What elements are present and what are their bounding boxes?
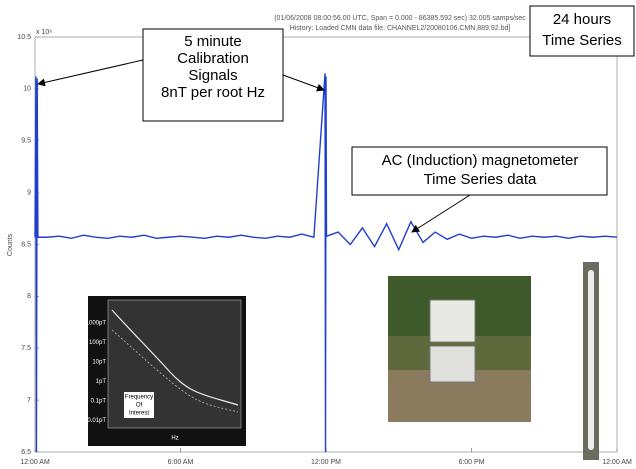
annotation-text: Time Series data: [424, 171, 537, 188]
inset-y-label: 10pT: [92, 360, 106, 366]
inset-note: Frequency: [125, 395, 153, 401]
sensor-photo: [583, 262, 599, 460]
annotation-text: 24 hours: [553, 11, 611, 28]
x-tick-label: 6:00 AM: [168, 459, 194, 466]
inset-y-label: 0.1pT: [91, 399, 107, 405]
annotation-box: [142, 28, 284, 122]
annotation-text: 8nT per root Hz: [161, 84, 265, 101]
arrow: [282, 74, 325, 92]
inset-x-label: Hz: [171, 436, 178, 442]
y-tick-label: 8: [27, 293, 31, 300]
inset-chart: 1000pT 100pT 10pT 1pT 0.1pT 0.01pT Frequency Of…: [86, 296, 246, 446]
y-exponent: x 10⁶: [36, 29, 52, 36]
x-tick-label: 12:00 PM: [311, 459, 341, 466]
annotation-text: AC (Induction) magnetometer: [382, 152, 579, 169]
header-line: (01/06/2008 08:00:56.00 UTC, Span = 0.00…: [274, 15, 526, 22]
x-tick-label: 6:00 PM: [458, 459, 484, 466]
y-tick-label: 10.5: [17, 34, 31, 41]
annotation-text: Calibration: [177, 50, 249, 67]
x-tick-label: 12:00 AM: [602, 459, 632, 466]
inset-note-box: [124, 392, 154, 418]
y-axis-label: Counts: [7, 233, 14, 256]
arrow: [411, 194, 471, 233]
header-line: History: Loaded CMN data file: CHANNEL2/…: [290, 25, 511, 32]
inset-note: Of: [136, 403, 143, 409]
x-tick-label: 12:00 AM: [20, 459, 50, 466]
arrow: [37, 59, 144, 87]
y-tick-label: 9: [27, 189, 31, 196]
inset-y-label: 0.01pT: [87, 418, 106, 424]
y-tick-label: 6.5: [21, 449, 31, 456]
photo-box: [429, 299, 476, 343]
series-line: [34, 73, 618, 453]
y-tick-label: 8.5: [21, 241, 31, 248]
annotation-text: 5 minute: [184, 33, 242, 50]
y-tick-label: 9.5: [21, 138, 31, 145]
y-tick-label: 10: [23, 86, 31, 93]
annotation-text: Time Series: [542, 32, 621, 49]
inset-curve: [111, 329, 239, 413]
inset-curve: [111, 309, 239, 406]
photo: [388, 276, 531, 422]
inset-labels: 1000pT 100pT 10pT 1pT 0.1pT 0.01pT Frequency Of…: [86, 321, 179, 442]
annotation-box: [351, 146, 608, 196]
sensor-rod: [588, 270, 594, 450]
inset-y-label: 100pT: [89, 340, 106, 346]
inset-note: Interest: [129, 411, 149, 417]
inset-y-label: 1pT: [96, 379, 107, 385]
inset-y-label: 1000pT: [86, 321, 107, 327]
annotation-box: [529, 5, 635, 57]
y-tick-label: 7: [27, 397, 31, 404]
photo-box: [429, 345, 476, 383]
plot-area: [34, 36, 618, 453]
y-tick-label: 7.5: [21, 345, 31, 352]
annotation-text: Signals: [188, 67, 237, 84]
